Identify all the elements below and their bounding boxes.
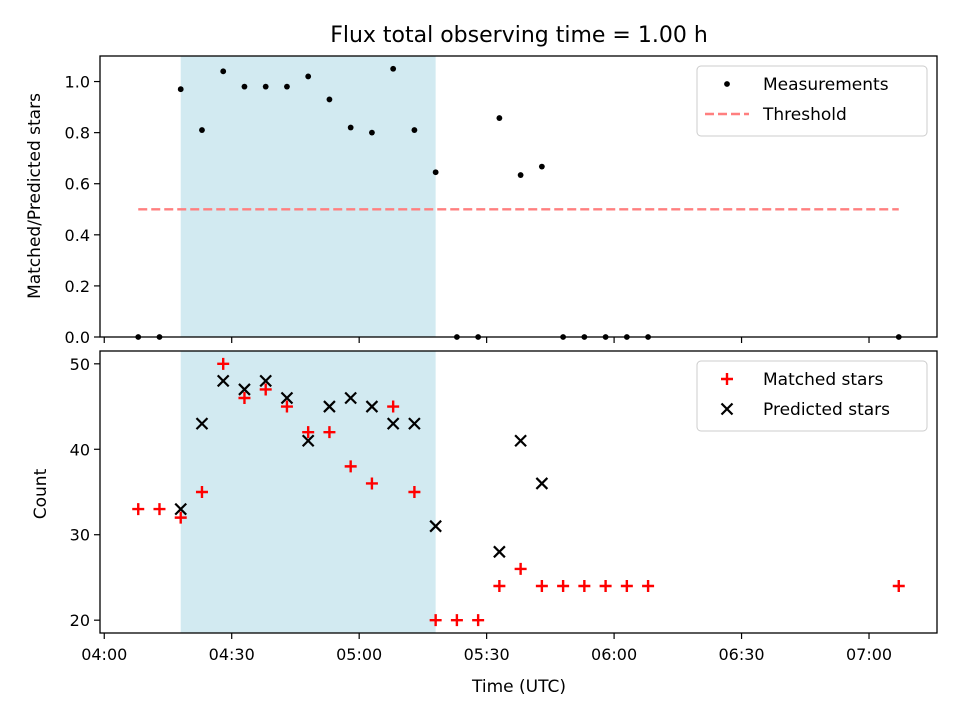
bottom-matched-stars-point <box>153 503 166 516</box>
top-measurements-point <box>432 169 439 176</box>
top-measurements-point <box>220 68 227 75</box>
top-legend-measurements-swatch <box>724 81 730 87</box>
top-measurements-point <box>517 172 524 178</box>
bottom-matched-stars-point <box>535 580 548 592</box>
bottom-predicted-stars-point <box>174 502 188 516</box>
bottom-y-tick-label: 20 <box>70 611 90 630</box>
bottom-predicted-stars-point <box>408 417 421 430</box>
top-measurements-point <box>496 115 503 121</box>
top-y-axis-label: Matched/Predicted stars <box>25 93 45 299</box>
bottom-predicted-stars-point <box>365 400 379 413</box>
x-tick-label: 06:30 <box>719 645 765 664</box>
top-shaded-region <box>180 56 436 337</box>
bottom-predicted-stars-point <box>280 391 294 405</box>
bottom-matched-stars-point <box>892 580 905 592</box>
x-tick-label: 05:30 <box>464 645 510 664</box>
x-tick-label: 04:00 <box>81 645 127 664</box>
bottom-matched-stars-point <box>493 580 506 592</box>
bottom-matched-stars-point <box>408 486 421 498</box>
bottom-legend-matched-stars-label: Matched stars <box>763 370 883 390</box>
bottom-matched-stars-point <box>557 580 570 592</box>
bottom-matched-stars-point <box>238 392 251 404</box>
bottom-predicted-stars-point <box>386 417 400 430</box>
top-measurements-point <box>347 124 354 131</box>
top-y-tick-label: 0.0 <box>65 328 90 347</box>
x-axis-label: Time (UTC) <box>471 677 566 697</box>
top-measurements-point <box>241 83 248 90</box>
bottom-legend-matched-stars-swatch <box>721 373 733 385</box>
top-measurements-point <box>411 127 418 133</box>
bottom-axes-frame <box>99 350 938 634</box>
top-measurements-point <box>177 86 184 93</box>
top-measurements-point <box>326 96 333 103</box>
bottom-predicted-stars-point <box>535 477 549 490</box>
top-measurements-point <box>284 83 290 90</box>
bottom-predicted-stars-point <box>216 374 230 388</box>
bottom-matched-stars-point <box>387 400 400 413</box>
bottom-matched-stars-point <box>578 580 591 592</box>
x-tick-label: 06:00 <box>591 645 637 664</box>
bottom-y-tick-label: 50 <box>70 355 90 374</box>
bottom-matched-stars-point <box>174 511 187 524</box>
top-axes-frame <box>99 55 938 338</box>
bottom-legend: Matched stars Predicted stars <box>696 360 928 432</box>
bottom-matched-stars-point <box>429 614 442 627</box>
bottom-matched-stars-point <box>344 460 357 473</box>
bottom-y-tick-label: 40 <box>70 440 90 459</box>
top-y-tick-label: 1.0 <box>65 73 90 92</box>
top-y-tick-label: 0.2 <box>65 277 90 296</box>
bottom-predicted-stars-point <box>195 417 209 430</box>
bottom-matched-stars-point <box>302 426 315 439</box>
bottom-matched-stars-point <box>450 614 463 627</box>
bottom-legend-box <box>696 360 928 432</box>
x-tick-label: 07:00 <box>846 645 892 664</box>
bottom-matched-stars-point <box>472 614 485 627</box>
top-measurements-point <box>305 73 312 80</box>
bottom-matched-stars-point <box>365 477 378 490</box>
x-tick-label: 04:30 <box>209 645 255 664</box>
bottom-matched-stars-point <box>620 580 633 592</box>
bottom-shaded-region <box>180 351 436 633</box>
bottom-y-tick-label: 30 <box>70 526 90 545</box>
bottom-matched-stars-point <box>642 580 655 592</box>
top-measurements-point <box>538 163 545 170</box>
bottom-legend-predicted-stars-swatch <box>720 402 734 416</box>
top-panel: 0.0 0.2 0.4 0.6 0.8 1.0 Measurements Threshold <box>65 55 938 347</box>
bottom-matched-stars-point <box>599 580 612 592</box>
top-legend: Measurements Threshold <box>696 65 928 137</box>
bottom-matched-stars-point <box>259 383 272 396</box>
top-legend-threshold-label: Threshold <box>762 105 847 125</box>
top-legend-box <box>696 65 928 137</box>
top-measurements-point <box>262 83 269 90</box>
chart-title: Flux total observing time = 1.00 h <box>330 23 708 48</box>
top-y-tick-label: 0.6 <box>65 175 90 194</box>
top-measurements-point <box>390 65 397 72</box>
bottom-matched-stars-point <box>323 426 336 439</box>
bottom-predicted-stars-point <box>429 519 442 533</box>
bottom-matched-stars-point <box>195 486 208 498</box>
bottom-predicted-stars-point <box>301 434 315 448</box>
bottom-predicted-stars-point <box>238 383 251 396</box>
bottom-matched-stars-point <box>132 503 145 516</box>
bottom-matched-stars-point <box>280 400 293 413</box>
bottom-panel: 20 30 40 50 04:00 04:30 05:00 05:30 06:00 06:30 07… <box>70 350 938 664</box>
bottom-predicted-stars-point <box>259 374 272 388</box>
top-y-tick-label: 0.4 <box>65 226 90 245</box>
top-measurements-point <box>369 129 375 136</box>
bottom-legend-predicted-stars-label: Predicted stars <box>763 400 890 420</box>
bottom-predicted-stars-point <box>344 391 357 405</box>
x-tick-label: 05:00 <box>336 645 382 664</box>
bottom-matched-stars-point <box>217 357 230 370</box>
top-legend-measurements-label: Measurements <box>763 75 889 95</box>
bottom-predicted-stars-point <box>323 400 336 413</box>
bottom-y-axis-label: Count <box>31 468 51 519</box>
top-y-tick-label: 0.8 <box>65 124 90 143</box>
bottom-predicted-stars-point <box>514 434 527 448</box>
bottom-matched-stars-point <box>514 562 527 575</box>
top-measurements-point <box>199 127 205 133</box>
bottom-predicted-stars-point <box>493 545 506 559</box>
